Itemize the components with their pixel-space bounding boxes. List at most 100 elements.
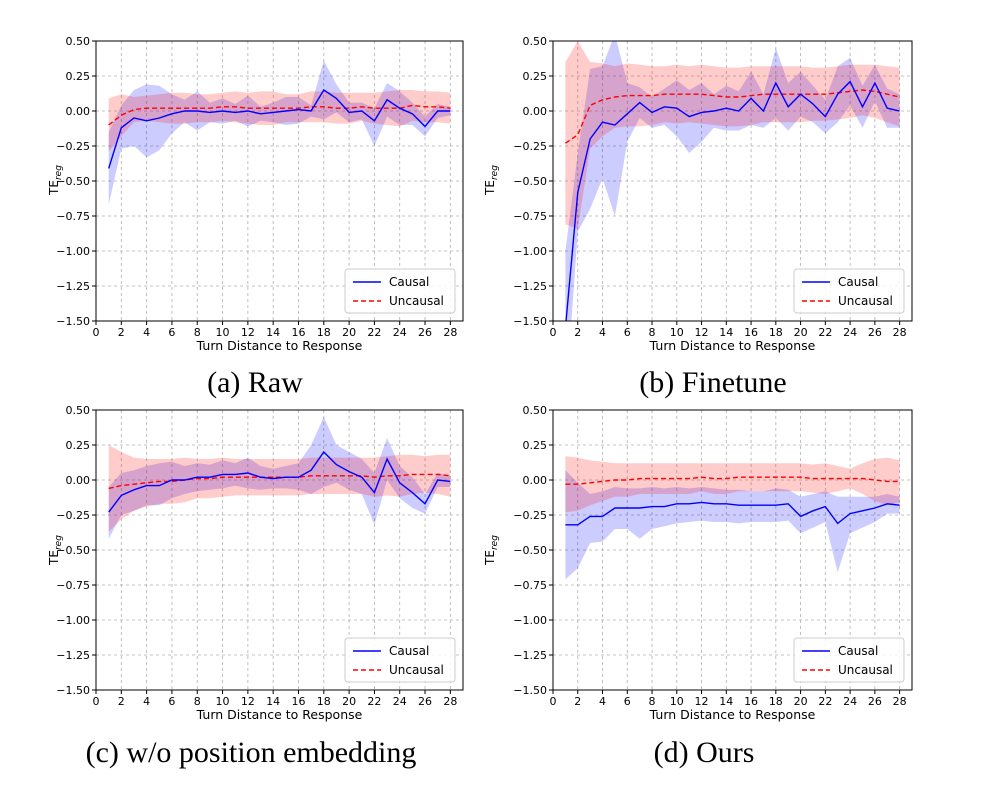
caption-panel-b: (b) Finetune: [639, 366, 787, 399]
x-tick-label: 12: [695, 695, 709, 708]
legend-label-causal: Causal: [838, 644, 878, 658]
x-tick-label: 4: [143, 695, 150, 708]
x-tick-label: 10: [216, 695, 230, 708]
x-tick-label: 20: [342, 326, 356, 339]
x-tick-label: 22: [367, 695, 381, 708]
x-tick-label: 2: [574, 695, 581, 708]
x-tick-label: 24: [843, 695, 857, 708]
x-tick-label: 26: [868, 326, 882, 339]
x-tick-label: 8: [194, 695, 201, 708]
y-tick-label: −0.75: [513, 579, 547, 592]
legend-label-uncausal: Uncausal: [838, 294, 893, 308]
y-tick-label: −0.25: [56, 140, 90, 153]
x-tick-label: 0: [550, 695, 557, 708]
y-tick-label: 0.00: [523, 105, 548, 118]
caption-panel-c: (c) w/o position embedding: [85, 736, 417, 769]
x-tick-label: 6: [168, 326, 175, 339]
x-tick-label: 8: [649, 326, 656, 339]
x-tick-label: 26: [418, 695, 432, 708]
band-causal: [565, 41, 900, 321]
x-tick-label: 22: [818, 326, 832, 339]
y-tick-label: −0.75: [56, 210, 90, 223]
legend-box: [344, 637, 456, 683]
x-tick-label: 28: [893, 695, 907, 708]
x-tick-label: 6: [624, 326, 631, 339]
x-tick-label: 6: [168, 695, 175, 708]
caption-panel-d: (d) Ours: [653, 736, 755, 769]
y-tick-label: −0.50: [56, 175, 90, 188]
x-tick-label: 12: [695, 326, 709, 339]
x-tick-label: 20: [794, 326, 808, 339]
y-tick-label: 0.00: [66, 105, 91, 118]
y-tick-label: −0.25: [56, 509, 90, 522]
panel-b: 0 2 4 6 8 10 12 14 16 18 20 22 24 26 28−1.50−1.25−1.00…: [483, 35, 913, 353]
y-tick-label: 0.00: [523, 474, 548, 487]
x-tick-label: 12: [241, 326, 255, 339]
x-tick-label: 10: [216, 326, 230, 339]
x-tick-label: 0: [93, 695, 100, 708]
x-axis-label: Turn Distance to Response: [196, 707, 363, 722]
x-tick-label: 14: [266, 695, 280, 708]
caption-panel-a: (a) Raw: [207, 366, 303, 399]
y-tick-label: −1.25: [56, 280, 90, 293]
x-tick-label: 10: [670, 695, 684, 708]
legend: Causal Uncausal: [344, 637, 456, 683]
legend-label-uncausal: Uncausal: [838, 663, 893, 677]
x-tick-label: 22: [367, 326, 381, 339]
y-tick-label: 0.50: [66, 35, 91, 48]
x-tick-label: 26: [868, 695, 882, 708]
x-tick-label: 6: [624, 695, 631, 708]
y-tick-label: −0.25: [513, 509, 547, 522]
y-tick-label: −1.50: [56, 684, 90, 697]
legend: Causal Uncausal: [344, 268, 456, 314]
x-tick-label: 18: [769, 326, 783, 339]
legend-label-uncausal: Uncausal: [389, 294, 444, 308]
x-tick-label: 28: [443, 695, 457, 708]
legend-label-causal: Causal: [389, 644, 429, 658]
y-tick-label: −1.00: [56, 614, 90, 627]
x-tick-label: 20: [342, 695, 356, 708]
series-line-causal: [565, 501, 900, 526]
y-tick-label: −1.00: [513, 245, 547, 258]
x-tick-label: 2: [118, 326, 125, 339]
panel-a: 0 2 4 6 8 10 12 14 16 18 20 22 24 26 28−1.50−1.25−1.00…: [47, 35, 464, 353]
y-axis-label: TEreg: [483, 535, 500, 566]
x-axis-label: Turn Distance to Response: [649, 707, 816, 722]
x-tick-label: 22: [818, 695, 832, 708]
x-tick-label: 24: [843, 326, 857, 339]
y-tick-label: −1.00: [56, 245, 90, 258]
plot-area: [108, 417, 451, 539]
x-axis-label: Turn Distance to Response: [649, 338, 816, 353]
y-tick-label: −0.50: [513, 544, 547, 557]
series-line-uncausal: [108, 104, 451, 126]
x-tick-label: 28: [443, 326, 457, 339]
y-tick-label: 0.50: [66, 404, 91, 417]
y-tick-label: −0.50: [56, 544, 90, 557]
x-tick-label: 24: [393, 695, 407, 708]
legend-box: [793, 637, 905, 683]
legend-label-causal: Causal: [389, 275, 429, 289]
x-tick-label: 18: [317, 695, 331, 708]
band-uncausal: [565, 41, 900, 229]
x-tick-label: 16: [291, 695, 305, 708]
x-tick-label: 12: [241, 695, 255, 708]
legend: Causal Uncausal: [793, 268, 905, 314]
y-tick-label: 0.50: [523, 35, 548, 48]
panel-d: 0 2 4 6 8 10 12 14 16 18 20 22 24 26 28−1.50−1.25−1.00…: [483, 404, 913, 722]
y-tick-label: −1.25: [513, 649, 547, 662]
x-tick-label: 26: [418, 326, 432, 339]
x-tick-label: 4: [599, 695, 606, 708]
y-tick-label: 0.25: [66, 70, 91, 83]
y-tick-label: −0.25: [513, 140, 547, 153]
y-tick-label: 0.50: [523, 404, 548, 417]
y-tick-label: 0.00: [66, 474, 91, 487]
legend-box: [793, 268, 905, 314]
y-tick-label: −1.25: [56, 649, 90, 662]
x-tick-label: 18: [769, 695, 783, 708]
band-causal: [565, 470, 900, 580]
x-tick-label: 10: [670, 326, 684, 339]
band-uncausal: [108, 90, 451, 152]
x-tick-label: 18: [317, 326, 331, 339]
